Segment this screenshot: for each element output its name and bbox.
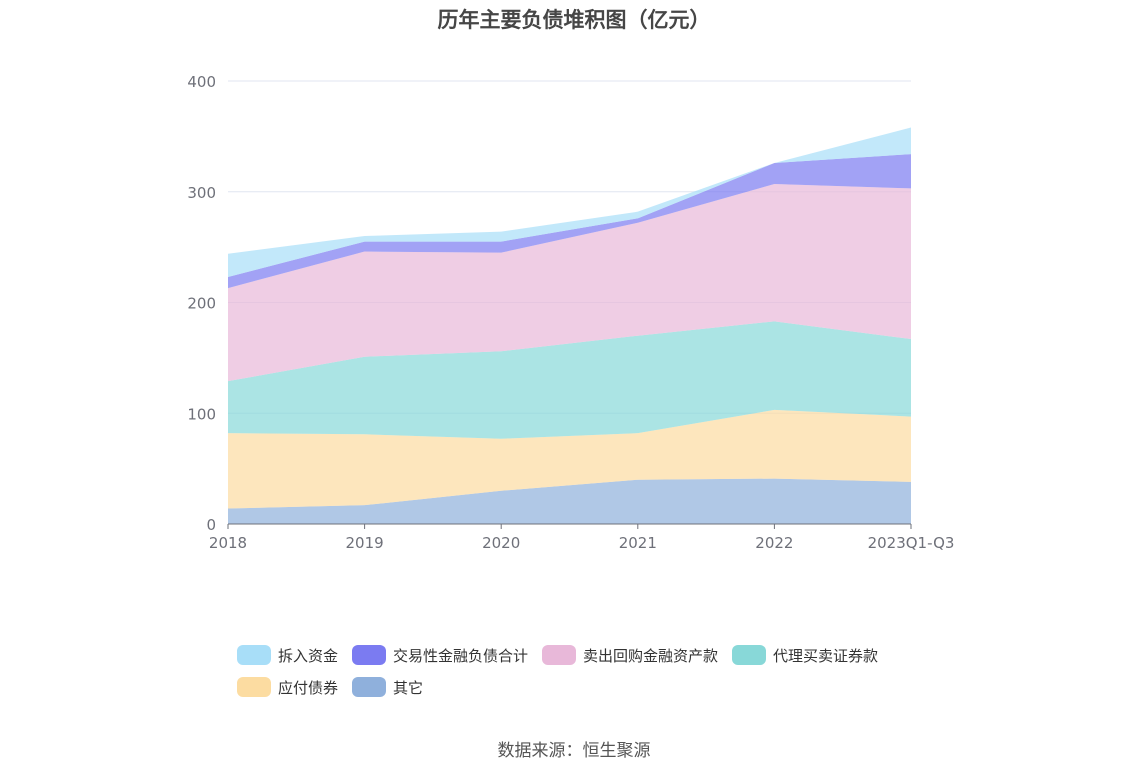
legend-label: 卖出回购金融资产款	[583, 646, 719, 665]
y-tick-label: 400	[187, 73, 216, 91]
area-series-6	[228, 127, 911, 278]
y-tick-label: 200	[187, 295, 216, 313]
legend-label: 代理买卖证券款	[773, 646, 879, 665]
legend-item-borrowed-funds[interactable]: 拆入资金	[237, 645, 338, 666]
y-tick-label: 300	[187, 184, 216, 202]
legend-item-agency-securities[interactable]: 代理买卖证券款	[732, 645, 878, 666]
legend-label: 拆入资金	[278, 646, 339, 665]
y-tick-label: 0	[206, 516, 216, 534]
area-series-4	[228, 183, 911, 382]
x-tick-label: 2020	[482, 534, 520, 552]
legend-item-other[interactable]: 其它	[352, 677, 423, 698]
area-series-1	[228, 478, 911, 524]
x-tick-label: 2021	[619, 534, 657, 552]
x-tick-label: 2019	[346, 534, 384, 552]
legend-label: 应付债券	[278, 678, 339, 697]
area-series-2	[228, 409, 911, 509]
area-series-5	[228, 154, 911, 289]
stacked-area-chart: 0 100 200 300 400 2018 2019 2020 2021 2022 2023Q1-…	[187, 73, 955, 552]
legend: 拆入资金 交易性金融负债合计 卖出回购金融资产款 代理买卖证券款 应付债券 其它	[237, 639, 937, 703]
x-tick-label: 2022	[755, 534, 793, 552]
legend-label: 其它	[393, 678, 424, 697]
legend-row-2: 应付债券 其它	[237, 671, 937, 703]
legend-swatch	[237, 645, 271, 665]
data-source-note: 数据来源：恒生聚源	[497, 741, 651, 761]
chart-title: 历年主要负债堆积图（亿元）	[437, 8, 711, 32]
area-series-3	[228, 321, 911, 439]
y-tick-label: 100	[187, 405, 216, 423]
legend-swatch	[237, 677, 271, 697]
legend-swatch	[352, 677, 387, 697]
legend-item-trading-liabilities[interactable]: 交易性金融负债合计	[352, 645, 528, 666]
legend-item-repo[interactable]: 卖出回购金融资产款	[542, 645, 718, 666]
x-tick-label: 2018	[209, 534, 247, 552]
legend-swatch	[732, 645, 767, 665]
legend-swatch	[542, 645, 577, 665]
legend-label: 交易性金融负债合计	[393, 646, 529, 665]
legend-row-1: 拆入资金 交易性金融负债合计 卖出回购金融资产款 代理买卖证券款	[237, 639, 937, 671]
legend-swatch	[352, 645, 387, 665]
x-tick-label: 2023Q1-Q3	[868, 534, 955, 552]
legend-item-bonds-payable[interactable]: 应付债券	[237, 677, 338, 698]
